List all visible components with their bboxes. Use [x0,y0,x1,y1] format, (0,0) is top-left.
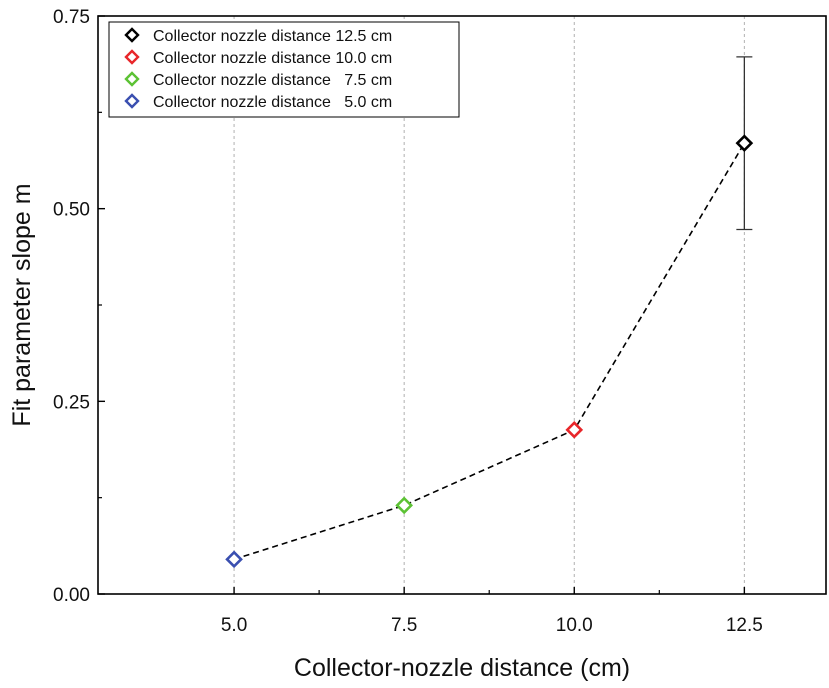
data-point [565,421,584,439]
legend-label: Collector nozzle distance 5.0 cm [153,94,392,111]
legend-marker [124,71,140,87]
y-tick-label: 0.75 [53,7,90,28]
tick-layer [98,15,746,595]
data-point [735,134,754,152]
y-tick-label: 0.25 [53,392,90,413]
legend-marker [124,49,140,65]
x-tick-label: 10.0 [556,615,593,636]
legend-label: Collector nozzle distance 10.0 cm [153,50,392,67]
legend-marker [124,27,140,43]
data-point [395,496,414,515]
legend-label: Collector nozzle distance 12.5 cm [153,28,392,45]
marker-layer [225,134,754,569]
y-tick-label: 0.50 [53,200,90,221]
legend-box [108,21,460,118]
x-tick-label: 7.5 [391,615,417,636]
legend: Collector nozzle distance 12.5 cm Collect… [108,21,460,118]
connecting-line-layer [233,142,746,561]
legend-label: Collector nozzle distance 7.5 cm [153,72,392,89]
legend-marker [124,93,140,109]
x-tick-label: 12.5 [726,615,763,636]
y-axis-title: Fit parameter slope m [8,183,36,426]
connecting-line [233,142,746,561]
x-tick-label: 5.0 [221,615,247,636]
x-axis-title: Collector-nozzle distance (cm) [294,654,630,682]
legend-items: Collector nozzle distance 12.5 cm Collect… [124,27,392,111]
y-tick-label: 0.00 [53,585,90,606]
data-point [225,550,243,569]
tick-label-layer: 5.0 7.5 10.0 12.5 0.00 0.25 0.50 0.75 [53,7,763,636]
